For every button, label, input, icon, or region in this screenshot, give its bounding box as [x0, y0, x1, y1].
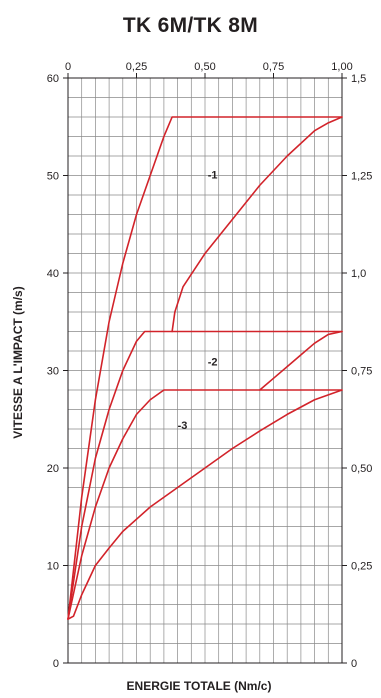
grid: [68, 78, 342, 663]
right-tick-label: 0,25: [351, 561, 372, 573]
y-tick-label: 30: [47, 366, 59, 378]
axis-titles: ENERGIE TOTALE (Nm/c) VITESSE A L'IMPACT …: [11, 286, 271, 693]
right-tick-label: 0,50: [351, 463, 372, 475]
y-tick-label: 50: [47, 171, 59, 183]
y-tick-label: 60: [47, 73, 59, 85]
series-label: -1: [208, 169, 218, 181]
series-curve-1: [67, 116, 343, 620]
x-tick-label: 0: [65, 61, 71, 73]
x-axis-title: ENERGIE TOTALE (Nm/c): [127, 679, 272, 693]
series-label: -3: [178, 420, 188, 432]
tick-labels: 0 10 20 30 40 50 60 0 0,25 0,50 0,75 1,0 1,25 1,5 0 0,2…: [47, 61, 373, 670]
x-tick-label: 1,00: [331, 61, 352, 73]
series-curve-4: [259, 330, 343, 391]
chart-title: TK 6M/TK 8M: [122, 14, 259, 37]
series-curve-5: [67, 389, 343, 620]
right-tick-label: 1,0: [351, 268, 366, 280]
series-curve-3: [67, 330, 343, 620]
y-tick-label: 20: [47, 463, 59, 475]
series-curve-2: [171, 116, 343, 333]
y-tick-label: 10: [47, 561, 59, 573]
series-label: -2: [208, 357, 218, 369]
right-tick-label: 0,75: [351, 366, 372, 378]
right-tick-label: 0: [351, 658, 357, 670]
series-curve-6: [67, 389, 343, 620]
y-tick-label: 40: [47, 268, 59, 280]
y-tick-label: 0: [53, 658, 59, 670]
right-tick-label: 1,5: [351, 73, 366, 85]
right-tick-label: 1,25: [351, 171, 372, 183]
y-axis-title: VITESSE A L'IMPACT (m/s): [11, 286, 25, 438]
x-tick-label: 0,25: [126, 61, 147, 73]
series-labels: -1 -2 -3: [178, 169, 218, 432]
plot-frame: [63, 73, 347, 664]
x-tick-label: 0,75: [263, 61, 284, 73]
x-tick-label: 0,50: [194, 61, 215, 73]
series-curves: [67, 116, 343, 620]
